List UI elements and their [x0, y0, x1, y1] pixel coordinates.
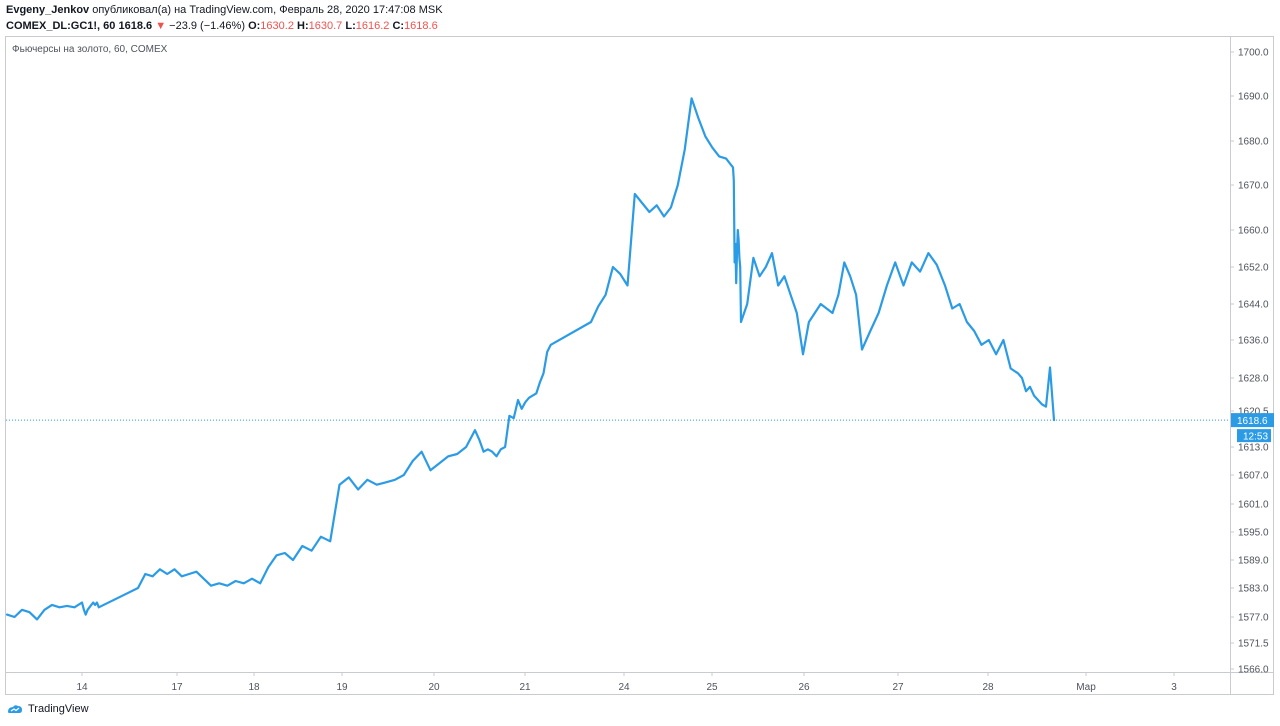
- y-tick-label: 1700.0: [1238, 48, 1269, 59]
- price-series-line: [5, 97, 1056, 621]
- x-tick-label: 20: [428, 682, 440, 693]
- symbol-line: COMEX_DL:GC1!, 60 1618.6 ▼ −23.9 (−1.46%…: [6, 18, 1206, 34]
- last-price: 1618.6: [118, 20, 153, 32]
- tradingview-logo-icon: [8, 705, 22, 713]
- change-arrow-icon: ▼: [155, 20, 167, 32]
- x-tick-label: 27: [892, 682, 904, 693]
- y-tick-label: 1670.0: [1238, 181, 1269, 192]
- publish-line: Evgeny_Jenkov опубликовал(а) на TradingV…: [6, 2, 1206, 18]
- last-price-tag-label: 1618.6: [1237, 416, 1268, 427]
- open-label: O:: [248, 20, 261, 32]
- x-tick-label: 3: [1171, 682, 1177, 693]
- price-axis-separator: [1230, 36, 1231, 695]
- time-axis-separator: [5, 672, 1274, 673]
- price-change: −23.9 (−1.46%): [169, 20, 245, 32]
- published-text: опубликовал(а) на TradingView.com, Февра…: [89, 4, 443, 16]
- y-tick-label: 1613.0: [1238, 443, 1269, 454]
- y-tick-label: 1601.0: [1238, 500, 1269, 511]
- x-tick-label: 25: [706, 682, 718, 693]
- chart-header: Evgeny_Jenkov опубликовал(а) на TradingV…: [6, 2, 1206, 34]
- countdown-label: 12:53: [1243, 432, 1268, 443]
- x-tick-label: 21: [519, 682, 531, 693]
- countdown-tag: [1237, 429, 1271, 443]
- y-tick-label: 1566.0: [1238, 665, 1269, 676]
- y-tick-label: 1636.0: [1238, 336, 1269, 347]
- y-tick-label: 1652.0: [1238, 263, 1269, 274]
- x-tick-label: 18: [248, 682, 260, 693]
- low-value: 1616.2: [355, 20, 390, 32]
- y-tick-label: 1589.0: [1238, 556, 1269, 567]
- footer-brand-text: TradingView: [28, 703, 89, 715]
- y-tick-label: 1660.0: [1238, 226, 1269, 237]
- x-tick-label: 19: [336, 682, 348, 693]
- high-value: 1630.7: [308, 20, 343, 32]
- y-tick-label: 1571.5: [1238, 639, 1269, 650]
- chart-title: Фьючерсы на золото, 60, COMEX: [12, 44, 168, 55]
- open-value: 1630.2: [260, 20, 294, 32]
- low-label: L:: [345, 20, 356, 32]
- x-tick-label: 26: [798, 682, 810, 693]
- y-tick-label: 1680.0: [1238, 137, 1269, 148]
- close-label: C:: [392, 20, 405, 32]
- y-tick-label: 1628.0: [1238, 374, 1269, 385]
- author-name[interactable]: Evgeny_Jenkov: [6, 4, 90, 16]
- y-tick-label: 1690.0: [1238, 92, 1269, 103]
- symbol-name: COMEX_DL:GC1!, 60: [6, 20, 116, 32]
- x-tick-label: 28: [982, 682, 994, 693]
- y-tick-label: 1577.0: [1238, 613, 1269, 624]
- x-tick-label: 24: [618, 682, 630, 693]
- close-value: 1618.6: [404, 20, 438, 32]
- y-tick-label: 1595.0: [1238, 528, 1269, 539]
- y-tick-label: 1607.0: [1238, 471, 1269, 482]
- high-label: H:: [297, 20, 309, 32]
- x-tick-label: 14: [76, 682, 88, 693]
- last-price-tag: [1231, 413, 1274, 428]
- y-tick-label: 1644.0: [1238, 300, 1269, 311]
- x-tick-label: 17: [171, 682, 183, 693]
- y-tick-label: 1620.5: [1238, 407, 1269, 418]
- footer-brand: TradingView: [6, 703, 89, 715]
- y-tick-label: 1583.0: [1238, 584, 1269, 595]
- chart-frame: [5, 36, 1274, 695]
- x-tick-label: Мар: [1076, 682, 1096, 693]
